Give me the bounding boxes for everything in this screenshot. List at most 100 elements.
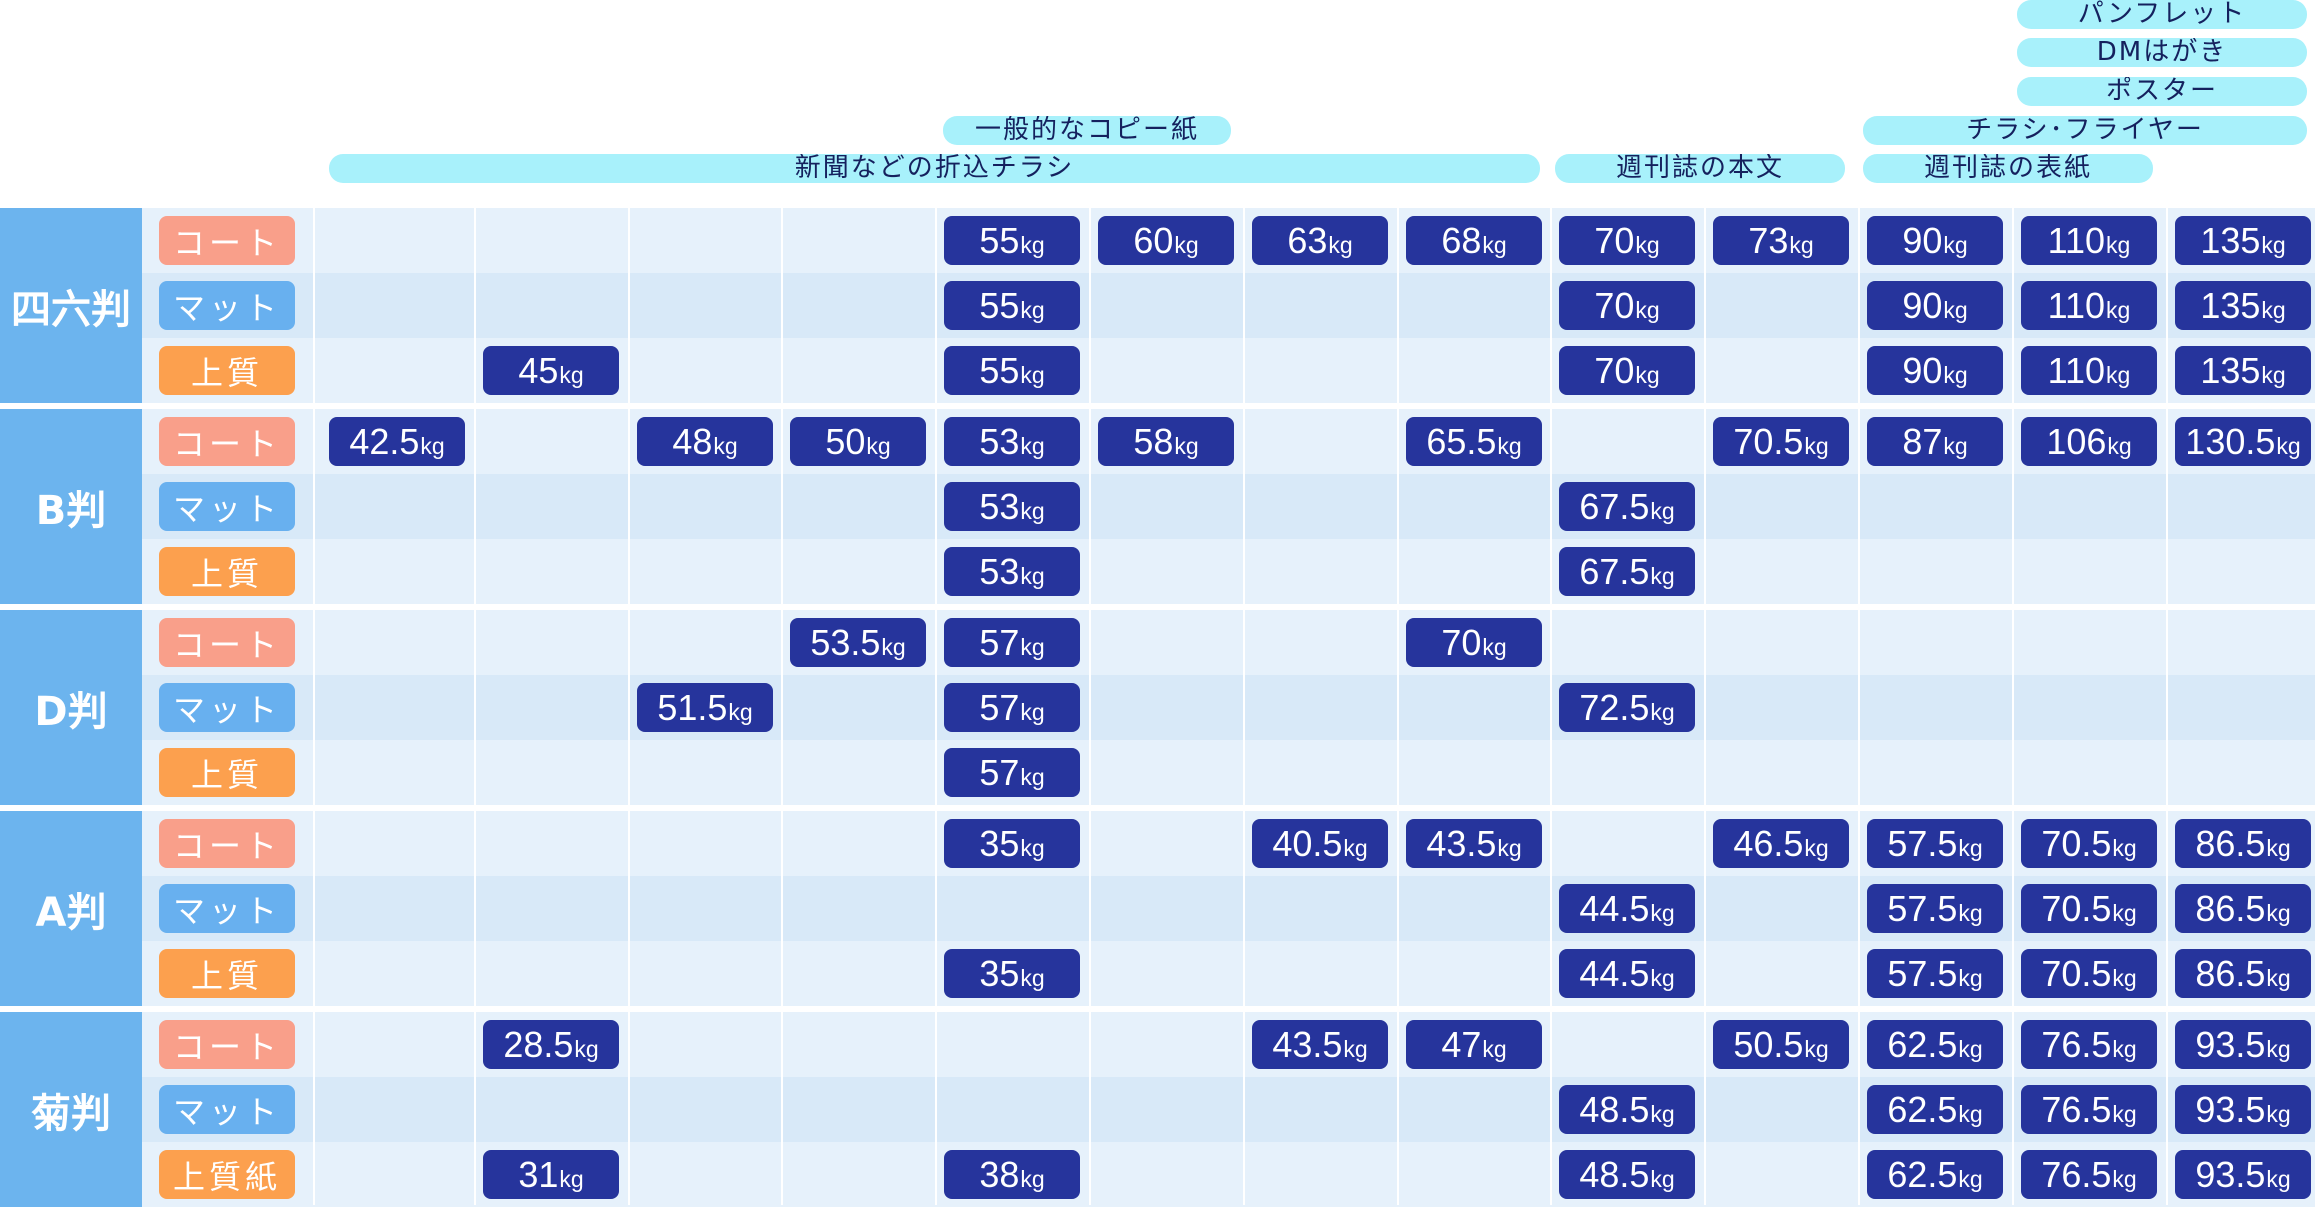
weight-value: 106 kg	[2021, 417, 2157, 466]
weight-value: 70.5 kg	[2021, 949, 2157, 998]
weight-unit: kg	[1020, 835, 1045, 861]
weight-unit: kg	[1174, 232, 1199, 258]
paper-type-label: コート	[159, 1020, 295, 1069]
weight-value: 70 kg	[1559, 216, 1695, 265]
weight-unit: kg	[1650, 965, 1675, 991]
column-separator	[1550, 208, 1552, 1205]
weight-unit: kg	[1789, 232, 1814, 258]
weight-unit: kg	[1020, 764, 1045, 790]
paper-type-label: 上質	[159, 949, 295, 998]
weight-unit: kg	[1958, 835, 1983, 861]
weight-number: 62.5	[1887, 1024, 1958, 1065]
weight-value: 93.5 kg	[2175, 1020, 2311, 1069]
weight-unit: kg	[1482, 232, 1507, 258]
column-separator	[474, 208, 476, 1205]
weight-number: 57.5	[1887, 888, 1958, 929]
weight-unit: kg	[2106, 297, 2131, 323]
weight-unit: kg	[1482, 1036, 1507, 1062]
weight-value: 44.5 kg	[1559, 949, 1695, 998]
weight-unit: kg	[1650, 699, 1675, 725]
weight-value: 62.5 kg	[1867, 1020, 2003, 1069]
weight-number: 31	[518, 1154, 559, 1195]
weight-value: 45 kg	[483, 346, 619, 395]
weight-unit: kg	[1020, 634, 1045, 660]
weight-number: 135	[2200, 350, 2261, 391]
weight-unit: kg	[1804, 1036, 1829, 1062]
weight-number: 65.5	[1426, 421, 1497, 462]
weight-value: 46.5 kg	[1713, 819, 1849, 868]
weight-unit: kg	[2266, 1166, 2291, 1192]
weight-unit: kg	[2112, 1036, 2137, 1062]
weight-number: 106	[2046, 421, 2107, 462]
weight-value: 86.5 kg	[2175, 949, 2311, 998]
weight-number: 70	[1594, 350, 1635, 391]
weight-number: 57.5	[1887, 953, 1958, 994]
header-usage-newspaper-inserts: 新聞などの折込チラシ	[329, 154, 1540, 183]
weight-number: 86.5	[2195, 823, 2266, 864]
weight-value: 90 kg	[1867, 346, 2003, 395]
weight-number: 90	[1902, 350, 1943, 391]
weight-number: 43.5	[1426, 823, 1497, 864]
weight-unit: kg	[1804, 835, 1829, 861]
weight-unit: kg	[1635, 297, 1660, 323]
weight-number: 46.5	[1733, 823, 1804, 864]
weight-unit: kg	[2107, 433, 2132, 459]
paper-type-label: コート	[159, 819, 295, 868]
weight-number: 48.5	[1579, 1154, 1650, 1195]
size-label-0: 四六判	[0, 208, 142, 403]
weight-value: 62.5 kg	[1867, 1150, 2003, 1199]
weight-unit: kg	[1497, 433, 1522, 459]
weight-unit: kg	[1497, 835, 1522, 861]
column-separator	[1089, 208, 1091, 1205]
weight-unit: kg	[559, 1166, 584, 1192]
weight-unit: kg	[1958, 900, 1983, 926]
weight-number: 73	[1748, 220, 1789, 261]
weight-number: 58	[1133, 421, 1174, 462]
header-usage-dm-postcard: DMはがき	[2017, 38, 2307, 67]
weight-unit: kg	[420, 433, 445, 459]
weight-unit: kg	[2261, 232, 2286, 258]
weight-value: 55 kg	[944, 216, 1080, 265]
weight-unit: kg	[1020, 563, 1045, 589]
weight-value: 86.5 kg	[2175, 884, 2311, 933]
weight-unit: kg	[1943, 297, 1968, 323]
column-separator	[1243, 208, 1245, 1205]
weight-unit: kg	[1943, 232, 1968, 258]
weight-unit: kg	[1958, 1101, 1983, 1127]
paper-type-label: コート	[159, 216, 295, 265]
weight-value: 48.5 kg	[1559, 1085, 1695, 1134]
weight-unit: kg	[866, 433, 891, 459]
weight-number: 70	[1594, 220, 1635, 261]
table-row	[142, 610, 2315, 675]
weight-number: 38	[979, 1154, 1020, 1195]
weight-number: 43.5	[1272, 1024, 1343, 1065]
weight-number: 45	[518, 350, 559, 391]
weight-value: 31 kg	[483, 1150, 619, 1199]
weight-number: 70.5	[2041, 953, 2112, 994]
weight-number: 50.5	[1733, 1024, 1804, 1065]
weight-unit: kg	[2276, 433, 2301, 459]
weight-value: 35 kg	[944, 819, 1080, 868]
weight-unit: kg	[2112, 1166, 2137, 1192]
weight-value: 76.5 kg	[2021, 1020, 2157, 1069]
weight-number: 47	[1441, 1024, 1482, 1065]
size-label-1: B判	[0, 409, 142, 604]
weight-number: 110	[2047, 220, 2106, 261]
size-label-2: D判	[0, 610, 142, 805]
weight-unit: kg	[1020, 699, 1045, 725]
weight-number: 68	[1441, 220, 1482, 261]
weight-unit: kg	[1650, 900, 1675, 926]
paper-type-label: 上質紙	[159, 1150, 295, 1199]
weight-unit: kg	[1482, 634, 1507, 660]
weight-value: 68 kg	[1406, 216, 1542, 265]
weight-number: 55	[979, 285, 1020, 326]
weight-number: 86.5	[2195, 953, 2266, 994]
paper-type-label: 上質	[159, 346, 295, 395]
weight-number: 76.5	[2041, 1154, 2112, 1195]
size-label-3: A判	[0, 811, 142, 1006]
weight-value: 63 kg	[1252, 216, 1388, 265]
weight-unit: kg	[2112, 835, 2137, 861]
weight-value: 135 kg	[2175, 281, 2311, 330]
weight-number: 70	[1441, 622, 1482, 663]
weight-value: 55 kg	[944, 281, 1080, 330]
